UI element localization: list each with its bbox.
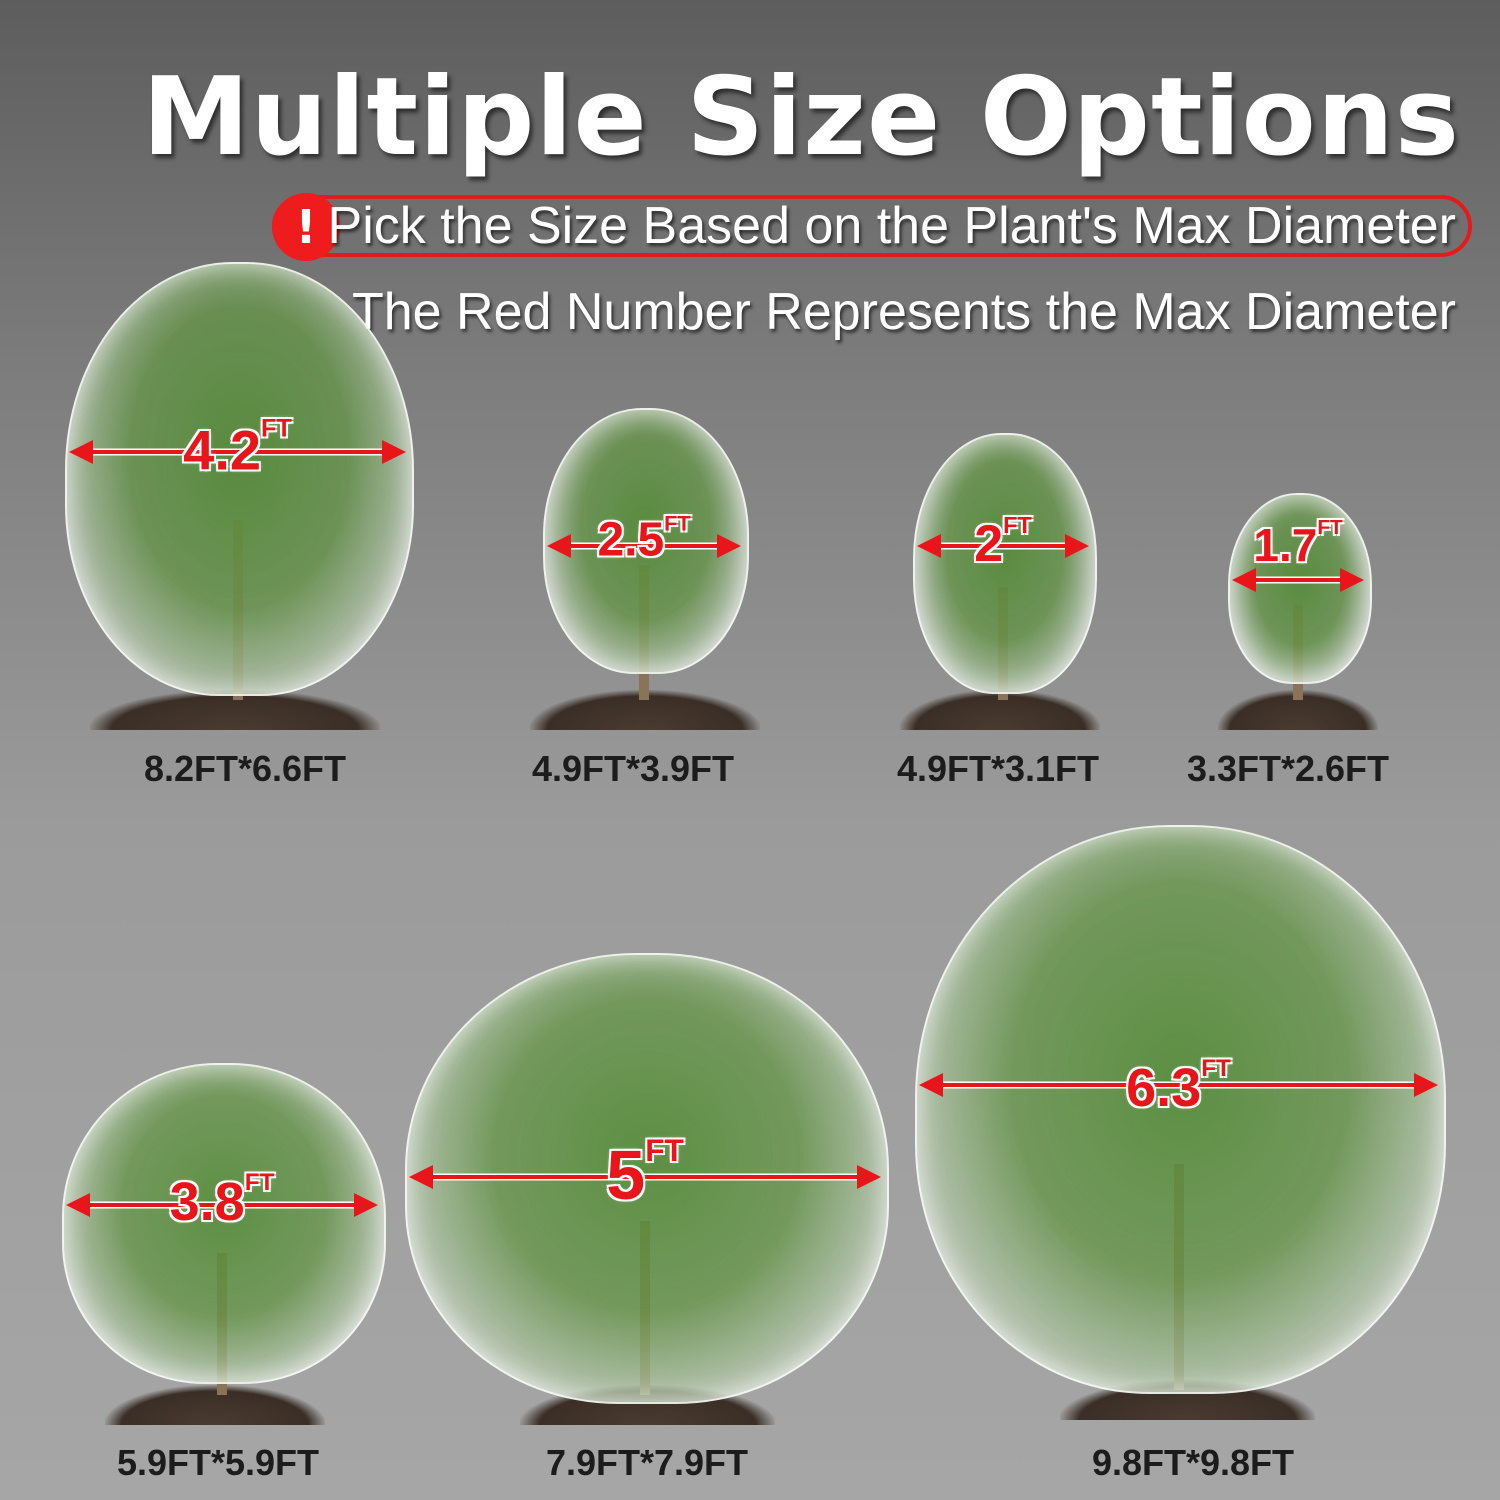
cover-size-label: 4.9FT*3.9FT [531, 748, 735, 789]
diameter-unit: FT [664, 510, 691, 536]
max-diameter: 2.5FT [597, 510, 691, 568]
subtitle: The Red Number Represents the Max Diamet… [351, 283, 1456, 341]
max-diameter: 4.2FT [183, 414, 292, 483]
max-diameter: 3.8FT [169, 1168, 275, 1233]
diameter-value: 6.3 [1126, 1058, 1202, 1118]
diameter-value: 2 [974, 515, 1004, 573]
notice-text: Pick the Size Based on the Plant's Max D… [327, 197, 1456, 255]
max-diameter: 1.7FT [1253, 515, 1343, 572]
diameter-value: 3.8 [169, 1172, 245, 1232]
max-diameter: 2FT [974, 511, 1032, 574]
cover-size-label: 4.9FT*3.1FT [896, 748, 1100, 789]
max-diameter: 6.3FT [1126, 1054, 1231, 1119]
diameter-unit: FT [1317, 515, 1343, 539]
soil-mound [105, 1385, 325, 1425]
diameter-value: 4.2 [183, 418, 262, 482]
cover-size-label: 8.2FT*6.6FT [143, 748, 347, 789]
cover-size-label: 3.3FT*2.6FT [1186, 748, 1390, 789]
diameter-unit: FT [244, 1168, 275, 1196]
diameter-value: 1.7 [1253, 519, 1318, 571]
diameter-unit: FT [1201, 1054, 1231, 1082]
exclamation-icon: ! [272, 193, 340, 261]
cover-size-label: 9.8FT*9.8FT [1091, 1442, 1295, 1483]
cover-size-label: 7.9FT*7.9FT [545, 1442, 749, 1483]
plant-cover-bag [62, 1063, 386, 1384]
plant-cover-bag [65, 262, 414, 696]
max-diameter: 5FT [606, 1131, 684, 1215]
diameter-unit: FT [1003, 511, 1032, 538]
diameter-unit: FT [645, 1131, 684, 1168]
diameter-value: 5 [606, 1136, 646, 1214]
diameter-unit: FT [261, 414, 292, 443]
cover-size-label: 5.9FT*5.9FT [116, 1442, 320, 1483]
diameter-value: 2.5 [597, 513, 665, 567]
plant-cover-bag [915, 825, 1446, 1394]
plant-cover-bag [913, 433, 1097, 694]
page-title: Multiple Size Options [142, 55, 1460, 180]
